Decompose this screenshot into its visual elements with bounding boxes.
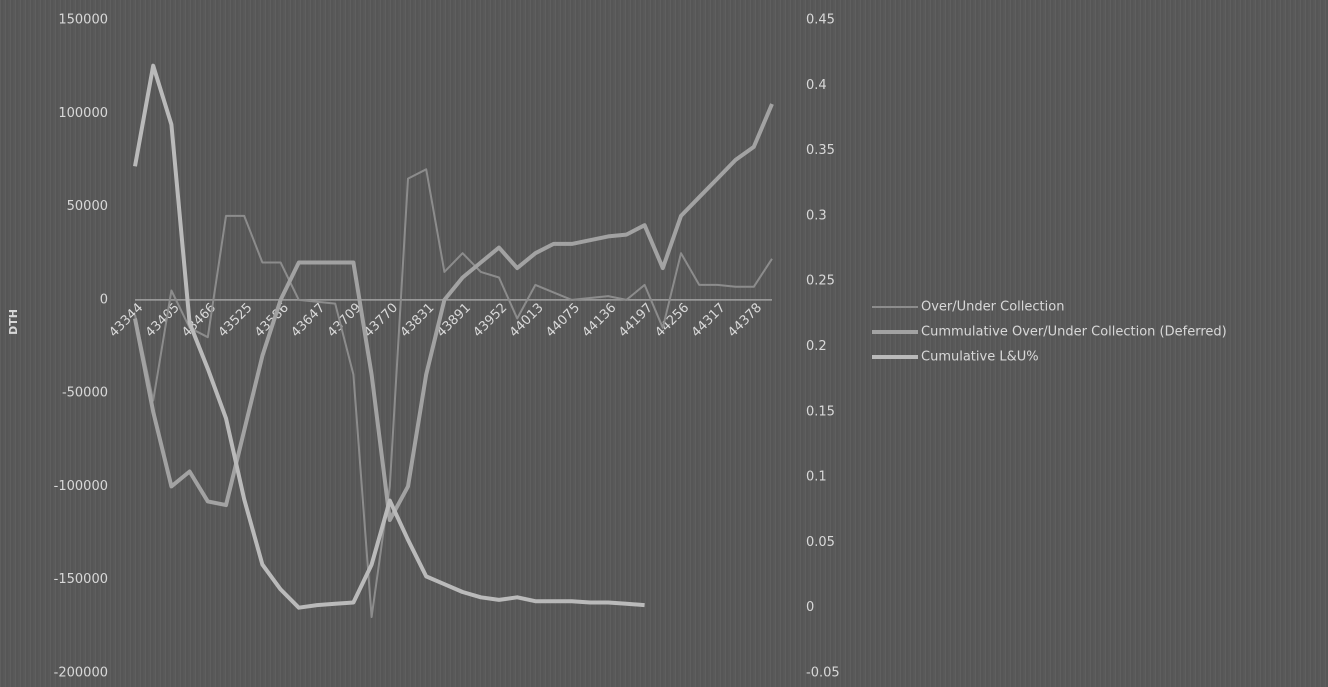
x-tick-label: 44256 bbox=[652, 301, 692, 341]
y-tick-label: -200000 bbox=[54, 666, 108, 681]
x-tick-label: 43647 bbox=[288, 301, 328, 341]
series-line bbox=[133, 63, 645, 610]
legend-label: Over/Under Collection bbox=[921, 300, 1064, 315]
x-tick-label: 43831 bbox=[398, 301, 438, 341]
legend-label: Cumulative L&U% bbox=[921, 350, 1039, 365]
y-tick-label: -100000 bbox=[54, 479, 108, 494]
y-axis-title: DTH bbox=[7, 309, 20, 335]
series-line bbox=[133, 103, 774, 522]
series-line bbox=[134, 168, 773, 618]
y-tick-label: 0 bbox=[100, 292, 108, 307]
x-tick-label: 44075 bbox=[543, 301, 583, 341]
x-tick-label: 43525 bbox=[216, 301, 256, 341]
y2-tick-label: 0.3 bbox=[806, 208, 827, 223]
x-tick-label: 44136 bbox=[580, 301, 620, 341]
y2-tick-label: 0 bbox=[806, 600, 814, 615]
y-tick-label: -150000 bbox=[54, 572, 108, 587]
y2-tick-label: 0.2 bbox=[806, 339, 827, 354]
y-tick-label: -50000 bbox=[62, 386, 108, 401]
y2-tick-label: 0.25 bbox=[806, 274, 835, 289]
x-tick-label: 43770 bbox=[361, 301, 401, 341]
y-tick-label: 100000 bbox=[58, 106, 108, 121]
y-tick-label: 150000 bbox=[58, 13, 108, 28]
y2-tick-label: 0.4 bbox=[806, 78, 827, 93]
y2-tick-label: 0.45 bbox=[806, 13, 835, 28]
y2-tick-label: 0.15 bbox=[806, 404, 835, 419]
x-tick-label: 43344 bbox=[106, 301, 146, 341]
y2-tick-label: -0.05 bbox=[806, 666, 840, 681]
legend-label: Cummulative Over/Under Collection (Defer… bbox=[921, 325, 1227, 340]
x-tick-label: 44378 bbox=[725, 301, 765, 341]
y2-tick-label: 0.05 bbox=[806, 535, 835, 550]
x-tick-label: 44317 bbox=[689, 301, 729, 341]
x-tick-label: 43405 bbox=[143, 301, 183, 341]
y2-tick-label: 0.35 bbox=[806, 143, 835, 158]
x-tick-label: 44197 bbox=[616, 301, 656, 341]
y2-tick-label: 0.1 bbox=[806, 470, 827, 485]
y-tick-label: 50000 bbox=[67, 199, 108, 214]
x-tick-label: 43952 bbox=[470, 301, 510, 341]
